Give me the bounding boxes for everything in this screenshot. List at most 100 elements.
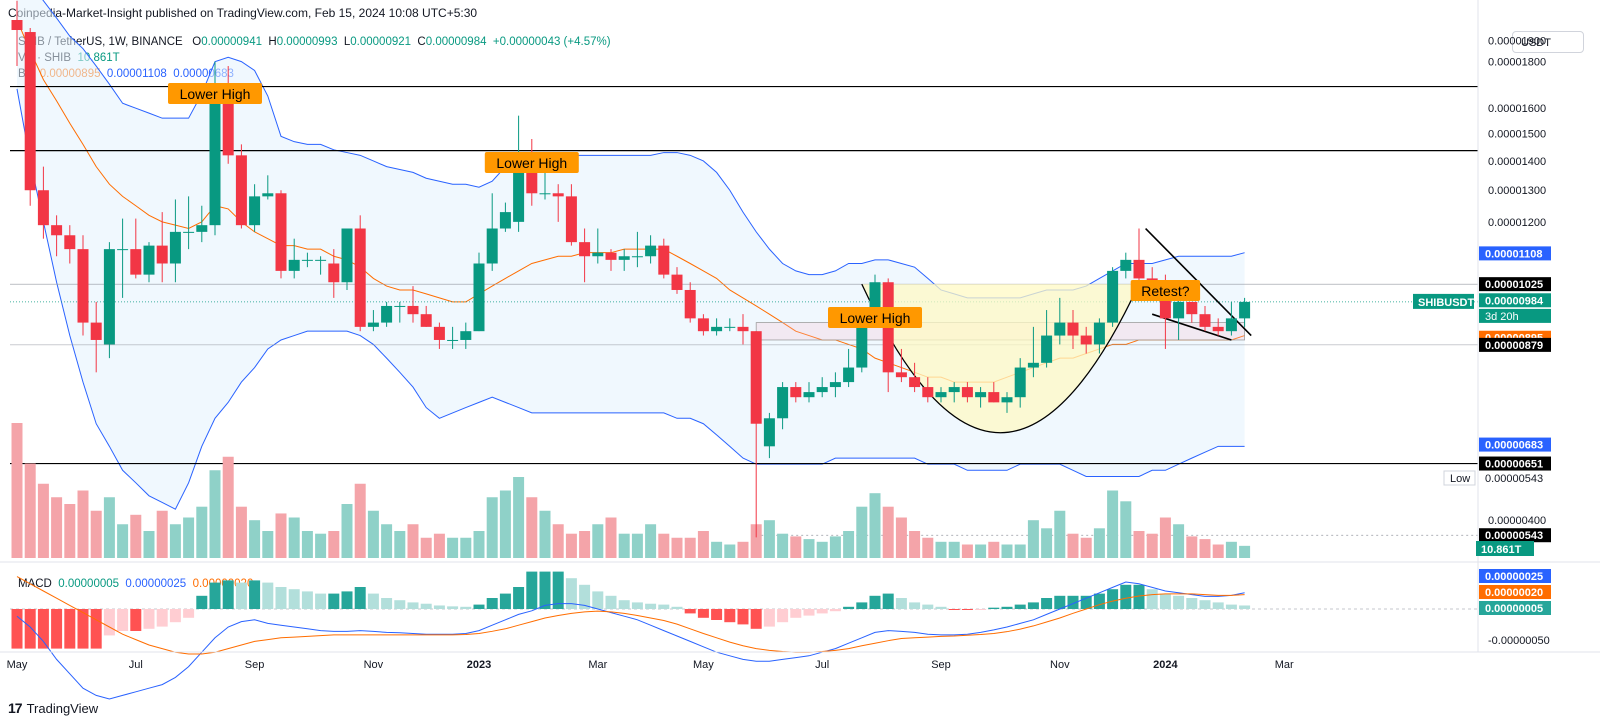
candle-body xyxy=(354,228,366,327)
macd-histogram-bar xyxy=(315,593,327,609)
annotation-label: Lower High xyxy=(828,307,922,328)
price-tag-text: 0.00000543 xyxy=(1485,530,1543,542)
volume-bar xyxy=(895,517,907,558)
candle-body xyxy=(143,245,155,275)
candle-body xyxy=(328,263,340,283)
tradingview-brand[interactable]: TradingView xyxy=(26,700,99,716)
footer: 17 TradingView xyxy=(8,700,98,716)
macd-tag-text: 0.00000025 xyxy=(1485,571,1543,583)
volume-bar xyxy=(935,541,947,558)
bb-basis-value: 0.00000895 xyxy=(39,68,101,80)
volume-bar xyxy=(1186,536,1198,558)
candle-body xyxy=(658,245,670,275)
macd-histogram-bar xyxy=(1067,595,1079,609)
macd-histogram-bar xyxy=(684,609,696,614)
volume-bar xyxy=(130,514,142,558)
macd-histogram-bar xyxy=(948,609,960,610)
price-tag-bg xyxy=(1479,337,1551,352)
volume-bar xyxy=(209,470,221,558)
candle-body xyxy=(156,245,168,264)
candle-body xyxy=(724,326,736,328)
volume-bar xyxy=(1027,520,1039,558)
macd-histogram-bar xyxy=(11,609,23,649)
volume-bar xyxy=(328,531,340,558)
candle-body xyxy=(420,314,432,327)
volume-bar xyxy=(829,536,841,558)
low-value: 0.00000921 xyxy=(350,36,412,48)
annotation-label: Lower High xyxy=(484,152,579,173)
macd-histogram-bar xyxy=(658,604,670,609)
volume-bar xyxy=(711,541,723,558)
annotation-label: Lower High xyxy=(168,83,262,104)
macd-histogram-bar xyxy=(895,598,907,609)
price-tick-label: 0.00000400 xyxy=(1488,515,1546,527)
volume-bar xyxy=(235,506,247,558)
candle-body xyxy=(473,263,485,332)
volume-bar xyxy=(763,520,775,558)
volume-bar xyxy=(658,533,670,558)
candle-body xyxy=(90,322,102,340)
candle-body xyxy=(909,377,921,388)
macd-line xyxy=(16,581,1245,700)
price-tag-text: 0.00000879 xyxy=(1485,340,1543,352)
candle-body xyxy=(381,305,393,323)
macd-histogram-bar xyxy=(711,609,723,620)
macd-histogram-bar xyxy=(143,609,155,629)
volume-bar xyxy=(143,531,155,558)
volume-bar xyxy=(975,544,987,558)
volume-label[interactable]: Vol · SHIB xyxy=(18,52,72,64)
price-tag-bg xyxy=(1479,277,1551,292)
macd-histogram-bar xyxy=(499,593,511,609)
annotation-text: Lower High xyxy=(840,310,911,326)
volume-bar xyxy=(1080,537,1092,558)
candle-body xyxy=(645,245,657,257)
volume-bars xyxy=(11,423,1251,558)
currency-selector[interactable]: USDT xyxy=(1512,31,1584,53)
bb-label[interactable]: BB xyxy=(18,68,34,80)
candle-body xyxy=(1173,301,1185,319)
candle-body xyxy=(1014,367,1026,398)
candle-body xyxy=(37,190,49,226)
macd-axis-label: -0.00000050 xyxy=(1488,635,1550,647)
macd-histogram-bar xyxy=(64,609,76,649)
tradingview-logo-icon[interactable]: 17 xyxy=(8,700,23,716)
price-tag: 0.00001025 xyxy=(1479,277,1551,292)
candle-body xyxy=(447,339,459,341)
macd-histogram-bar xyxy=(473,604,485,609)
time-tick-label: 2023 xyxy=(467,659,491,671)
volume-bar xyxy=(103,497,115,558)
macd-label[interactable]: MACD xyxy=(18,578,52,590)
candle-body xyxy=(988,392,1000,403)
candle-body xyxy=(935,392,947,398)
macd-hist-value: 0.00000005 xyxy=(58,578,120,590)
macd-histogram-bar xyxy=(843,606,855,609)
macd-histogram-bar xyxy=(196,595,208,609)
volume-bar xyxy=(183,517,195,558)
macd-histogram-bar xyxy=(579,584,591,609)
time-tick-label: May xyxy=(7,659,28,671)
horizontal-levels xyxy=(10,85,1478,536)
macd-histogram-bar xyxy=(288,589,300,609)
candle-body xyxy=(275,193,287,271)
macd-tag-bg xyxy=(1479,569,1551,583)
candle-body xyxy=(618,256,630,260)
macd-histogram-bar xyxy=(433,605,445,609)
volume-bar xyxy=(407,524,419,558)
volume-bar xyxy=(117,524,129,558)
volume-bar xyxy=(315,533,327,558)
annotation-label: Retest? xyxy=(1130,280,1201,301)
candle-body xyxy=(1159,282,1171,319)
volume-bar xyxy=(473,531,485,558)
volume-bar xyxy=(1212,544,1224,558)
macd-histogram-bar xyxy=(156,609,168,627)
symbol-name[interactable]: SHIB / TetherUS, 1W, BINANCE xyxy=(18,36,183,48)
volume-bar xyxy=(777,533,789,558)
candle-body xyxy=(196,225,208,232)
cup-pattern xyxy=(755,227,1252,434)
open-value: 0.00000941 xyxy=(201,36,262,48)
candle-body xyxy=(394,305,406,307)
macd-histogram-bar xyxy=(1054,595,1066,609)
macd-histogram-bar xyxy=(645,603,657,609)
macd-histogram-bar xyxy=(328,593,340,609)
